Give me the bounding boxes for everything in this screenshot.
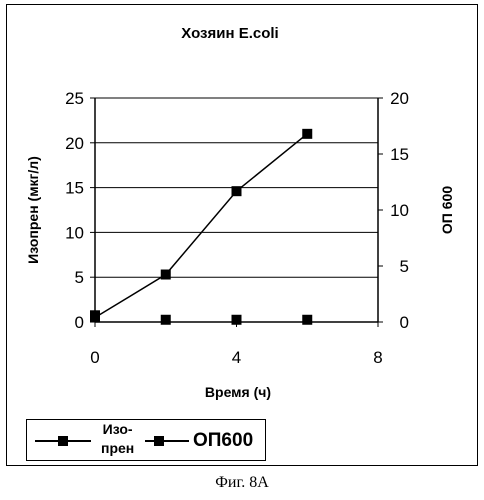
legend-label-series-2: ОП600	[193, 430, 254, 451]
legend-line-series-2	[145, 440, 189, 442]
x-tick-label: 4	[232, 348, 241, 367]
legend-label-series-1: Изо- прен	[101, 421, 135, 456]
series-2-point	[231, 314, 242, 325]
series-1-point	[160, 269, 171, 280]
y-axis-left-label: Изопрен (мкг/л)	[25, 156, 41, 264]
y-left-tick-label: 0	[75, 313, 84, 332]
chart-title: Хозяин E.coli	[181, 25, 278, 42]
x-tick-label: 8	[373, 348, 382, 367]
series-2-point	[160, 314, 171, 325]
series-2-point	[302, 314, 313, 325]
series-2-point	[90, 310, 100, 321]
x-tick-label: 0	[90, 348, 99, 367]
y-left-tick-label: 5	[75, 268, 84, 287]
legend: Изо- прен ОП600	[26, 419, 266, 461]
legend-marker-series-2	[154, 436, 164, 446]
y-axis-right-label: ОП 600	[439, 186, 455, 234]
y-left-tick-label: 20	[65, 134, 84, 153]
series-line-1	[94, 133, 308, 319]
y-left-tick-label: 25	[65, 89, 84, 108]
x-axis-label: Время (ч)	[205, 384, 271, 400]
series-1-point	[231, 186, 242, 197]
y-left-tick-label: 10	[65, 223, 84, 242]
series-1-point	[302, 128, 313, 139]
chart-frame	[6, 4, 478, 466]
y-right-tick-label: 10	[390, 201, 409, 220]
y-right-tick-label: 5	[400, 257, 409, 276]
chart: Хозяин E.coli 0 5 10 15 20 25 0 5 10 15 20 0 4 8 Время …	[25, 25, 455, 400]
y-left-tick-label: 15	[65, 179, 84, 198]
y-right-tick-label: 15	[390, 145, 409, 164]
figure-caption: Фиг. 8А	[215, 474, 269, 491]
y-right-tick-label: 0	[400, 313, 409, 332]
y-right-tick-label: 20	[390, 89, 409, 108]
legend-marker-series-1	[58, 436, 68, 446]
